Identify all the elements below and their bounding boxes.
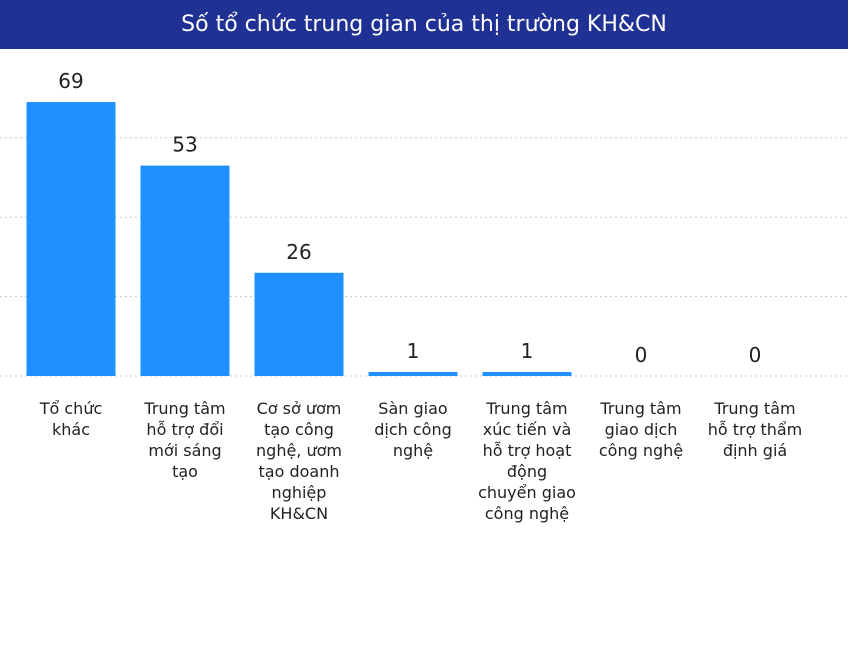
plot-area: 69 53 26 1 1 0 0 bbox=[0, 69, 848, 377]
bar-chart: 69 53 26 1 1 0 0 Tổ chức khác Trung tâm hỗ trợ … bbox=[0, 49, 848, 643]
bar bbox=[368, 372, 458, 376]
category-label: Trung tâm hỗ trợ đổi mới sáng tạo bbox=[144, 399, 226, 481]
category-label: Sàn giao dịch công nghệ bbox=[374, 399, 452, 460]
data-label: 26 bbox=[286, 240, 311, 264]
chart-title: Số tổ chức trung gian của thị trường KH&… bbox=[0, 0, 848, 49]
bar bbox=[26, 102, 116, 376]
data-label: 69 bbox=[58, 69, 83, 93]
data-label: 0 bbox=[749, 343, 762, 367]
bar bbox=[140, 165, 230, 376]
category-label: Cơ sở ươm tạo công nghệ, ươm tạo doanh n… bbox=[256, 399, 342, 523]
data-label: 0 bbox=[635, 343, 648, 367]
category-label: Trung tâm giao dịch công nghệ bbox=[598, 399, 684, 460]
category-label: Trung tâm hỗ trợ thẩm định giá bbox=[707, 399, 803, 460]
bar bbox=[482, 372, 572, 376]
data-label: 53 bbox=[172, 133, 197, 157]
bar bbox=[254, 272, 344, 376]
category-label: Trung tâm xúc tiến và hỗ trợ hoạt động c… bbox=[478, 399, 576, 523]
category-label: Tổ chức khác bbox=[39, 399, 103, 439]
data-label: 1 bbox=[521, 339, 534, 363]
data-label: 1 bbox=[407, 339, 420, 363]
